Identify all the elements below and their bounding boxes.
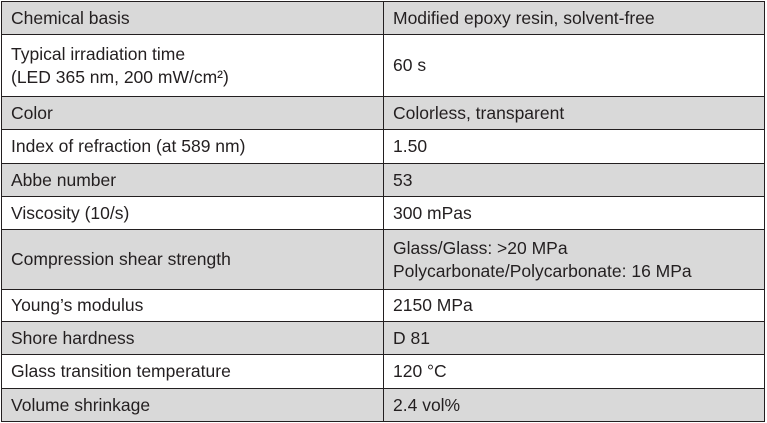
cell-text: Chemical basis xyxy=(11,7,130,28)
cell-text: Modified epoxy resin, solvent-free xyxy=(393,7,655,28)
table-row: Typical irradiation time (LED 365 nm, 200… xyxy=(1,34,765,97)
cell-text: 53 xyxy=(393,169,413,190)
property-cell: Abbe number xyxy=(1,163,384,197)
cell-text: Abbe number xyxy=(11,169,117,190)
cell-text: Volume shrinkage xyxy=(11,394,151,415)
cell-text: Shore hardness xyxy=(11,327,135,348)
cell-text: 60 s xyxy=(393,55,427,75)
cell-text: D 81 xyxy=(393,327,430,348)
cell-text: 1.50 xyxy=(393,136,428,156)
property-cell: Young’s modulus xyxy=(1,289,384,322)
table-row: Viscosity (10/s) 300 mPas xyxy=(1,196,765,230)
table-row: Index of refraction (at 589 nm) 1.50 xyxy=(1,129,765,164)
cell-text: Index of refraction (at 589 nm) xyxy=(11,136,246,156)
cell-text: Colorless, transparent xyxy=(393,102,565,123)
value-cell: D 81 xyxy=(383,321,765,355)
property-cell: Glass transition temperature xyxy=(1,354,384,389)
cell-text: 120 °C xyxy=(393,361,447,381)
property-cell: Volume shrinkage xyxy=(1,388,384,422)
table-row: Glass transition temperature 120 °C xyxy=(1,354,765,389)
value-cell: 1.50 xyxy=(383,129,765,164)
value-cell: Modified epoxy resin, solvent-free xyxy=(383,1,765,35)
value-cell: 53 xyxy=(383,163,765,197)
cell-text: Polycarbonate/Polycarbonate: 16 MPa xyxy=(393,260,692,281)
cell-text: Color xyxy=(11,102,53,123)
value-cell: Colorless, transparent xyxy=(383,96,765,130)
property-cell: Chemical basis xyxy=(1,1,384,35)
value-cell: Glass/Glass: >20 MPa Polycarbonate/Polyca… xyxy=(383,229,765,290)
table-row: Volume shrinkage 2.4 vol% xyxy=(1,388,765,422)
cell-text: Glass/Glass: >20 MPa xyxy=(393,237,568,258)
table-row: Chemical basis Modified epoxy resin, solv… xyxy=(1,1,765,35)
cell-text: (LED 365 nm, 200 mW/cm²) xyxy=(11,66,229,87)
property-cell: Typical irradiation time (LED 365 nm, 200… xyxy=(1,34,384,97)
cell-text: 2150 MPa xyxy=(393,295,473,315)
cell-text: 2.4 vol% xyxy=(393,394,461,415)
value-cell: 2150 MPa xyxy=(383,289,765,322)
value-cell: 2.4 vol% xyxy=(383,388,765,422)
table-row: Compression shear strength Glass/Glass: >… xyxy=(1,229,765,290)
property-cell: Index of refraction (at 589 nm) xyxy=(1,129,384,164)
table-row: Abbe number 53 xyxy=(1,163,765,197)
cell-text: 300 mPas xyxy=(393,202,472,223)
table-row: Young’s modulus 2150 MPa xyxy=(1,289,765,322)
value-cell: 60 s xyxy=(383,34,765,97)
cell-text: Glass transition temperature xyxy=(11,361,231,381)
property-cell: Shore hardness xyxy=(1,321,384,355)
table-row: Shore hardness D 81 xyxy=(1,321,765,355)
value-cell: 120 °C xyxy=(383,354,765,389)
cell-text: Typical irradiation time xyxy=(11,43,186,64)
property-cell: Color xyxy=(1,96,384,130)
cell-text: Compression shear strength xyxy=(11,249,231,269)
property-cell: Compression shear strength xyxy=(1,229,384,290)
cell-text: Viscosity (10/s) xyxy=(11,202,130,223)
property-cell: Viscosity (10/s) xyxy=(1,196,384,230)
value-cell: 300 mPas xyxy=(383,196,765,230)
table-row: Color Colorless, transparent xyxy=(1,96,765,130)
cell-text: Young’s modulus xyxy=(11,295,144,315)
